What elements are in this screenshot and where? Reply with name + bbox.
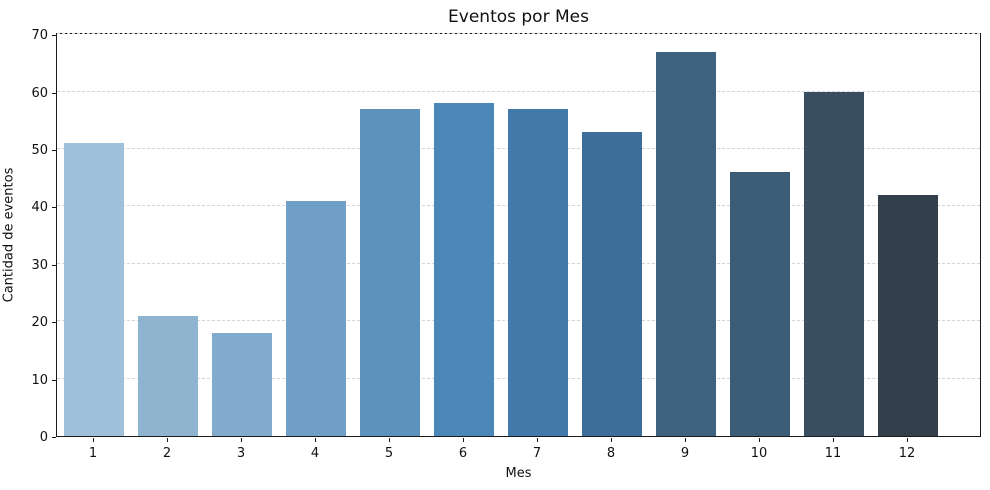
y-tick-label-20: 20 xyxy=(31,315,48,331)
bar-month-5 xyxy=(360,108,420,436)
bar-month-12 xyxy=(878,194,938,436)
x-tick-label-2: 2 xyxy=(162,446,172,461)
y-tick-label-40: 40 xyxy=(31,200,48,216)
bar-month-9 xyxy=(656,51,716,436)
y-tick-label-50: 50 xyxy=(31,143,48,159)
x-tick-label-12: 12 xyxy=(898,446,916,461)
y-tick-mark-0 xyxy=(52,437,56,438)
gridline-y-70 xyxy=(57,33,980,35)
x-tick-mark-6 xyxy=(463,438,464,442)
x-tick-mark-4 xyxy=(315,438,316,442)
y-tick-label-60: 60 xyxy=(31,85,48,101)
x-tick-label-8: 8 xyxy=(606,446,616,461)
y-tick-label-0: 0 xyxy=(39,430,48,445)
x-tick-mark-11 xyxy=(833,438,834,442)
y-tick-label-70: 70 xyxy=(31,28,48,44)
y-tick-mark-40 xyxy=(52,207,56,209)
y-tick-mark-10 xyxy=(52,379,56,381)
x-tick-label-7: 7 xyxy=(532,446,542,461)
x-tick-mark-8 xyxy=(611,438,612,442)
x-tick-label-5: 5 xyxy=(384,446,394,461)
x-tick-label-11: 11 xyxy=(824,446,842,461)
bar-month-4 xyxy=(286,200,346,436)
y-tick-label-30: 30 xyxy=(31,257,48,273)
x-tick-label-1: 1 xyxy=(88,446,98,461)
y-axis-label: Cantidad de eventos xyxy=(1,167,17,303)
plot-area xyxy=(56,33,981,437)
x-tick-label-6: 6 xyxy=(458,446,468,461)
x-tick-label-4: 4 xyxy=(310,446,320,461)
x-axis-label: Mes xyxy=(505,466,532,481)
y-tick-mark-20 xyxy=(52,322,56,324)
x-tick-label-9: 9 xyxy=(680,446,690,461)
x-tick-mark-3 xyxy=(241,438,242,442)
bar-month-10 xyxy=(730,172,790,436)
bar-month-8 xyxy=(582,131,642,436)
bar-month-3 xyxy=(212,332,272,436)
y-tick-mark-50 xyxy=(52,150,56,152)
bar-month-1 xyxy=(64,143,124,436)
x-tick-label-3: 3 xyxy=(236,446,246,461)
x-tick-mark-7 xyxy=(537,438,538,442)
x-tick-mark-2 xyxy=(167,438,168,442)
bar-month-7 xyxy=(508,108,568,436)
y-tick-label-10: 10 xyxy=(31,372,48,388)
gridline-y-60 xyxy=(57,90,980,92)
chart-title: Eventos por Mes xyxy=(448,7,589,27)
x-tick-mark-9 xyxy=(685,438,686,442)
y-tick-mark-60 xyxy=(52,92,56,94)
x-tick-mark-5 xyxy=(389,438,390,442)
x-tick-label-10: 10 xyxy=(750,446,768,461)
bar-month-11 xyxy=(804,91,864,436)
x-tick-mark-1 xyxy=(93,438,94,442)
y-tick-mark-30 xyxy=(52,264,56,266)
y-tick-mark-70 xyxy=(52,35,56,37)
x-tick-mark-12 xyxy=(907,438,908,442)
bar-month-6 xyxy=(434,103,494,436)
bar-month-2 xyxy=(138,315,198,436)
x-tick-mark-10 xyxy=(759,438,760,442)
